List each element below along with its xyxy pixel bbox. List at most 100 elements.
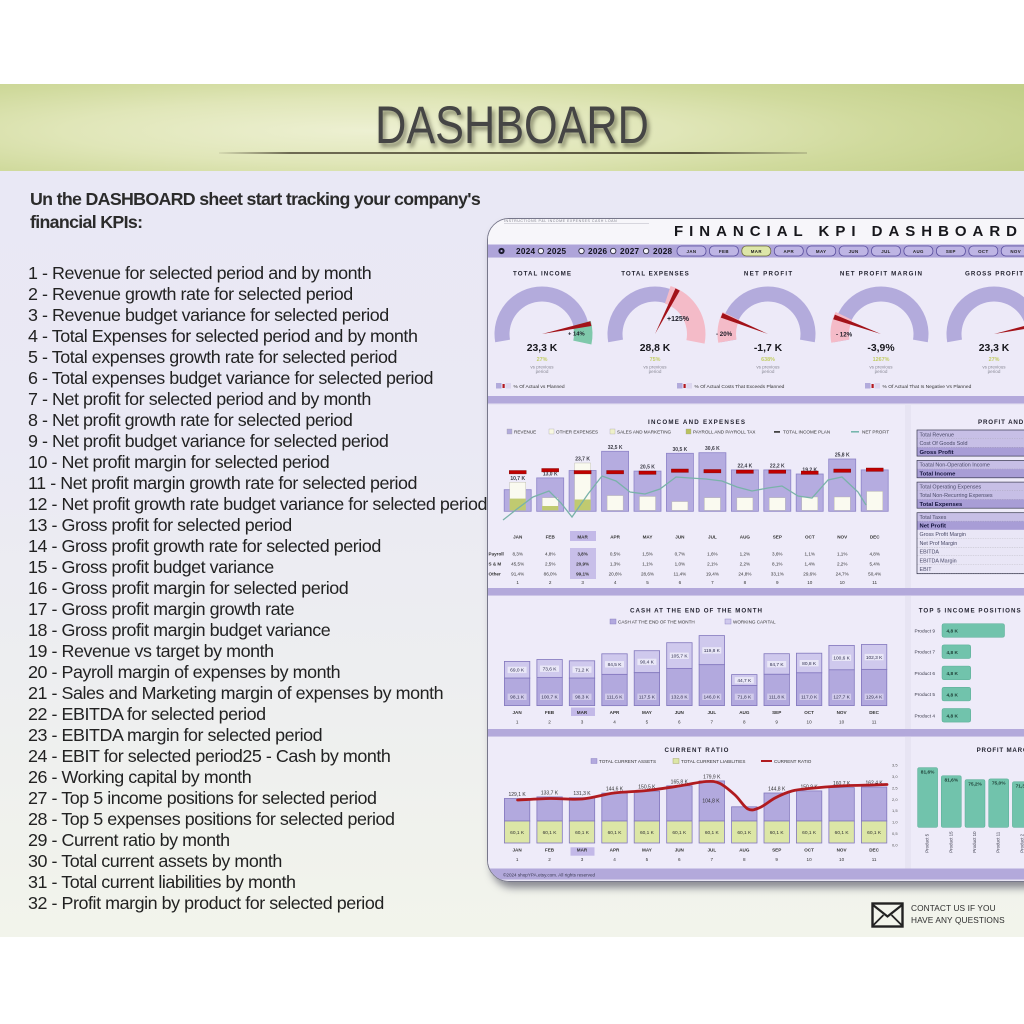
- svg-text:JAN: JAN: [687, 249, 697, 254]
- svg-text:Product 5: Product 5: [915, 692, 936, 698]
- svg-text:SALES AND MARKETING: SALES AND MARKETING: [617, 429, 672, 434]
- svg-text:period: period: [649, 369, 662, 374]
- svg-text:DEC: DEC: [870, 535, 880, 540]
- svg-text:EBITDA: EBITDA: [920, 550, 940, 556]
- svg-text:84,7 K: 84,7 K: [770, 662, 785, 668]
- svg-text:2026: 2026: [588, 247, 608, 256]
- svg-text:11: 11: [872, 857, 877, 862]
- svg-text:11: 11: [872, 580, 877, 585]
- svg-text:2,1%: 2,1%: [707, 562, 717, 567]
- svg-text:MAR: MAR: [751, 249, 763, 254]
- svg-text:5: 5: [646, 580, 649, 585]
- svg-text:period: period: [762, 369, 775, 374]
- svg-text:TOTAL INCOME PLAN: TOTAL INCOME PLAN: [783, 429, 830, 434]
- svg-text:98,3 K: 98,3 K: [575, 695, 590, 701]
- svg-text:60,1 K: 60,1 K: [705, 830, 720, 836]
- svg-text:4,8%: 4,8%: [545, 552, 555, 557]
- svg-text:Total Revenue: Total Revenue: [920, 432, 954, 438]
- svg-text:0,5: 0,5: [892, 831, 898, 836]
- svg-text:11: 11: [872, 719, 877, 724]
- svg-text:NOV: NOV: [1010, 249, 1021, 254]
- svg-text:60,1 K: 60,1 K: [640, 830, 655, 836]
- svg-text:2: 2: [548, 857, 551, 862]
- svg-text:2,5: 2,5: [892, 785, 898, 790]
- svg-text:20,6%: 20,6%: [609, 572, 622, 577]
- svg-text:Net Profit: Net Profit: [920, 524, 947, 530]
- svg-text:NOV: NOV: [837, 710, 848, 715]
- svg-text:period: period: [536, 369, 549, 374]
- svg-text:1,4%: 1,4%: [805, 562, 815, 567]
- svg-text:REVENUE: REVENUE: [514, 429, 536, 434]
- svg-text:7: 7: [711, 857, 714, 862]
- svg-text:DEC: DEC: [869, 848, 879, 853]
- svg-text:Total Non-Recurring Expenses: Total Non-Recurring Expenses: [920, 493, 993, 499]
- svg-text:60,1 K: 60,1 K: [608, 830, 623, 836]
- svg-text:% Of Actual Costs That Exceeds: % Of Actual Costs That Exceeds Planned: [695, 384, 785, 390]
- svg-text:25,8 K: 25,8 K: [835, 453, 850, 459]
- svg-text:3: 3: [581, 580, 584, 585]
- svg-text:4: 4: [613, 857, 616, 862]
- svg-text:Total Taxes: Total Taxes: [920, 515, 947, 521]
- svg-text:4,8 K: 4,8 K: [947, 629, 959, 635]
- svg-text:81,6%: 81,6%: [944, 778, 958, 784]
- svg-text:JUL: JUL: [707, 848, 716, 853]
- svg-text:MAR: MAR: [577, 535, 588, 540]
- svg-text:Cost Of Goods Sold: Cost Of Goods Sold: [920, 441, 968, 447]
- svg-text:1,2%: 1,2%: [740, 552, 750, 557]
- svg-text:2025: 2025: [547, 247, 567, 256]
- svg-text:Net Prof Margin: Net Prof Margin: [920, 541, 958, 547]
- svg-text:MAY: MAY: [642, 848, 652, 853]
- svg-text:-1,7 K: -1,7 K: [754, 343, 783, 354]
- svg-text:179,9 K: 179,9 K: [703, 774, 721, 780]
- svg-text:60,1 K: 60,1 K: [770, 830, 785, 836]
- svg-text:33,1%: 33,1%: [771, 572, 784, 577]
- svg-text:4,8%: 4,8%: [869, 552, 879, 557]
- svg-text:10: 10: [840, 580, 846, 585]
- svg-text:CASH AT THE END OF THE MONTH: CASH AT THE END OF THE MONTH: [618, 620, 695, 625]
- svg-text:Product 4: Product 4: [915, 713, 936, 719]
- svg-text:Product 7: Product 7: [915, 650, 936, 656]
- svg-text:MAR: MAR: [577, 710, 588, 715]
- svg-text:Toatal Non-Operation Income: Toatal Non-Operation Income: [920, 463, 990, 469]
- svg-text:3: 3: [581, 857, 584, 862]
- svg-text:NOV: NOV: [837, 848, 848, 853]
- svg-text:OTHER EXPENSES: OTHER EXPENSES: [556, 429, 598, 434]
- svg-text:9: 9: [775, 719, 778, 724]
- svg-text:4: 4: [614, 580, 617, 585]
- svg-text:4,8 K: 4,8 K: [947, 692, 959, 698]
- svg-text:EBIT: EBIT: [920, 567, 933, 573]
- svg-text:CURRENT RATIO: CURRENT RATIO: [665, 747, 729, 754]
- svg-text:117,5 K: 117,5 K: [639, 695, 656, 701]
- svg-text:4,8 K: 4,8 K: [947, 671, 959, 677]
- svg-text:6: 6: [679, 580, 682, 585]
- svg-text:SEP: SEP: [772, 710, 781, 715]
- svg-text:JUN: JUN: [675, 535, 685, 540]
- svg-text:162,4 K: 162,4 K: [865, 781, 883, 787]
- svg-text:27%: 27%: [537, 357, 548, 363]
- svg-text:MAY: MAY: [643, 535, 653, 540]
- svg-text:5: 5: [646, 857, 649, 862]
- svg-text:2: 2: [549, 580, 552, 585]
- svg-text:60,1 K: 60,1 K: [575, 830, 590, 836]
- svg-text:2027: 2027: [620, 247, 640, 256]
- svg-text:OCT: OCT: [978, 249, 988, 254]
- svg-text:JUN: JUN: [675, 848, 685, 853]
- svg-text:30,6 K: 30,6 K: [705, 446, 720, 452]
- svg-text:MAR: MAR: [577, 848, 588, 853]
- svg-text:3,0: 3,0: [892, 774, 898, 779]
- svg-text:INCOME AND EXPENSES: INCOME AND EXPENSES: [648, 419, 745, 426]
- svg-text:10,7 K: 10,7 K: [510, 476, 525, 482]
- svg-text:100,7 K: 100,7 K: [541, 695, 558, 701]
- svg-text:13,0 K: 13,0 K: [543, 471, 558, 477]
- svg-text:JUL: JUL: [707, 710, 716, 715]
- svg-text:19,2 K: 19,2 K: [802, 468, 817, 474]
- svg-text:SEP: SEP: [946, 249, 956, 254]
- svg-text:PAYROLL AND PAYROLL TAX: PAYROLL AND PAYROLL TAX: [693, 429, 755, 434]
- svg-text:10: 10: [839, 857, 845, 862]
- svg-text:22,4 K: 22,4 K: [738, 463, 753, 469]
- svg-text:60,1 K: 60,1 K: [543, 830, 558, 836]
- svg-text:Gross Profit: Gross Profit: [920, 450, 954, 456]
- svg-text:23,7 K: 23,7 K: [575, 457, 590, 463]
- svg-text:30,5 K: 30,5 K: [673, 447, 688, 453]
- svg-text:- 12%: - 12%: [836, 332, 853, 339]
